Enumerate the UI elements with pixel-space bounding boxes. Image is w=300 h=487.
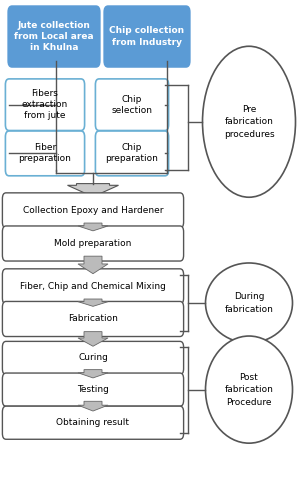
Text: Post
fabrication
Procedure: Post fabrication Procedure [225,373,273,407]
Polygon shape [78,299,108,306]
FancyBboxPatch shape [2,373,184,406]
FancyBboxPatch shape [2,406,184,439]
FancyBboxPatch shape [2,269,184,304]
Text: Chip
selection: Chip selection [112,94,152,115]
Text: Jute collection
from Local area
in Khulna: Jute collection from Local area in Khuln… [14,21,94,52]
Ellipse shape [202,46,296,197]
FancyBboxPatch shape [5,131,85,176]
Text: Obtaining result: Obtaining result [56,418,130,427]
FancyBboxPatch shape [95,79,169,131]
FancyBboxPatch shape [95,131,169,176]
Polygon shape [68,184,118,197]
Polygon shape [78,223,108,231]
Polygon shape [78,332,108,346]
Text: Curing: Curing [78,354,108,362]
Text: Pre
fabrication
procedures: Pre fabrication procedures [224,105,274,139]
Text: Fibers
extraction
from jute: Fibers extraction from jute [22,89,68,120]
Text: Fiber, Chip and Chemical Mixing: Fiber, Chip and Chemical Mixing [20,282,166,291]
Text: During
fabrication: During fabrication [225,292,273,314]
FancyBboxPatch shape [104,6,190,67]
Text: Mold preparation: Mold preparation [54,239,132,248]
Polygon shape [78,401,108,411]
Text: Collection Epoxy and Hardener: Collection Epoxy and Hardener [23,206,163,215]
FancyBboxPatch shape [8,6,100,67]
Text: Chip collection
from Industry: Chip collection from Industry [110,26,184,47]
Text: Chip
preparation: Chip preparation [106,143,158,164]
Text: Fiber
preparation: Fiber preparation [19,143,71,164]
FancyBboxPatch shape [5,79,85,131]
FancyBboxPatch shape [2,193,184,228]
FancyBboxPatch shape [2,301,184,337]
Polygon shape [78,256,108,274]
Ellipse shape [206,336,292,443]
Text: Fabrication: Fabrication [68,315,118,323]
Polygon shape [78,370,108,378]
FancyBboxPatch shape [2,226,184,261]
FancyBboxPatch shape [2,341,184,375]
Ellipse shape [206,263,292,343]
Text: Testing: Testing [77,385,109,394]
